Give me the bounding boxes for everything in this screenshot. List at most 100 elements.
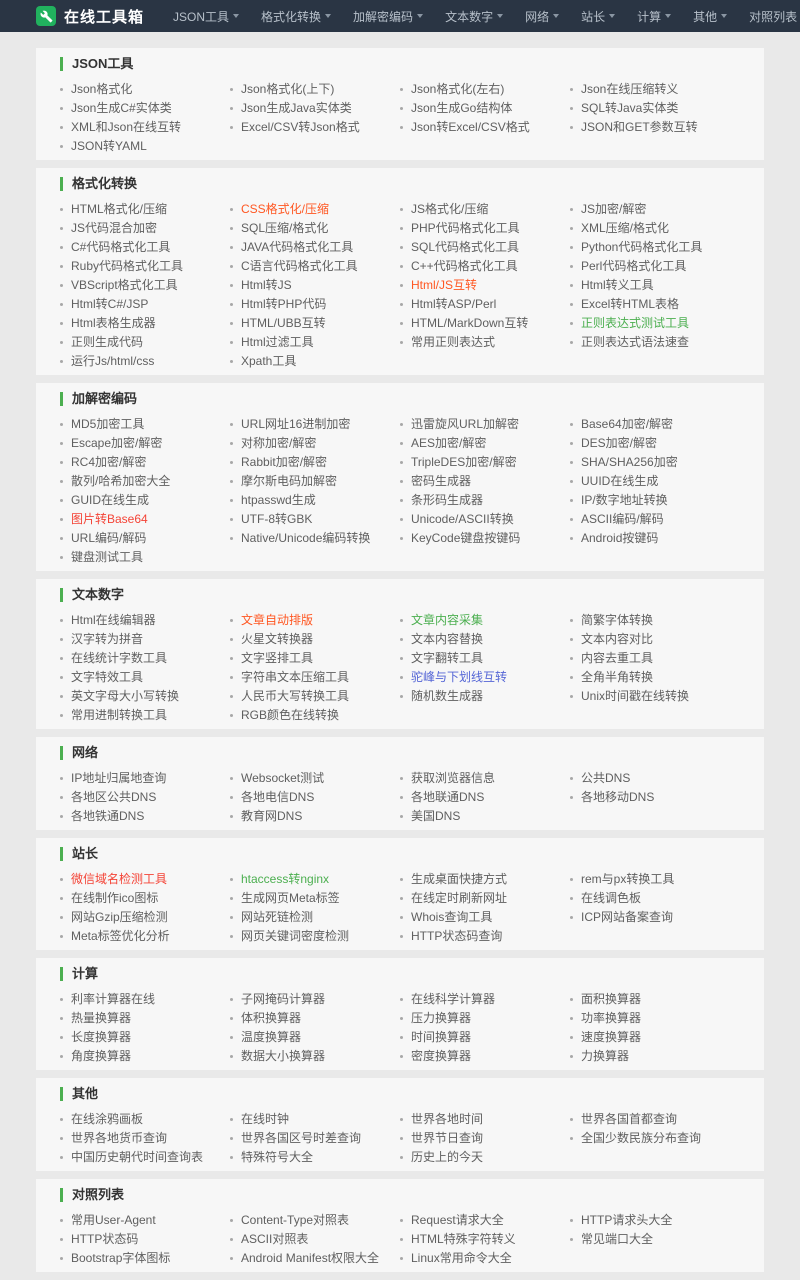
tool-link[interactable]: 正则表达式测试工具 (570, 314, 740, 333)
tool-link[interactable]: GUID在线生成 (60, 491, 230, 510)
tool-link[interactable]: Json转Excel/CSV格式 (400, 118, 570, 137)
tool-link[interactable]: Html过滤工具 (230, 333, 400, 352)
tool-link[interactable]: Json格式化 (60, 80, 230, 99)
tool-link[interactable]: 热量换算器 (60, 1009, 230, 1028)
tool-link[interactable]: Android Manifest权限大全 (230, 1249, 400, 1268)
tool-link[interactable]: 散列/哈希加密大全 (60, 472, 230, 491)
tool-link[interactable]: SQL压缩/格式化 (230, 219, 400, 238)
tool-link[interactable]: 在线定时刷新网址 (400, 889, 570, 908)
tool-link[interactable]: 常用进制转换工具 (60, 706, 230, 725)
tool-link[interactable]: Html转C#/JSP (60, 295, 230, 314)
tool-link[interactable]: 微信域名检测工具 (60, 870, 230, 889)
tool-link[interactable]: Json生成Go结构体 (400, 99, 570, 118)
tool-link[interactable]: 公共DNS (570, 769, 740, 788)
tool-link[interactable]: 各地联通DNS (400, 788, 570, 807)
tool-link[interactable]: 密度换算器 (400, 1047, 570, 1066)
tool-link[interactable]: 体积换算器 (230, 1009, 400, 1028)
tool-link[interactable]: 各地铁通DNS (60, 807, 230, 826)
nav-item-9[interactable]: 对照列表 (738, 0, 800, 32)
brand[interactable]: 在线工具箱 (36, 6, 144, 27)
tool-link[interactable]: htaccess转nginx (230, 870, 400, 889)
tool-link[interactable]: 世界各国区号时差查询 (230, 1129, 400, 1148)
tool-link[interactable]: 英文字母大小写转换 (60, 687, 230, 706)
tool-link[interactable]: Json格式化(左右) (400, 80, 570, 99)
tool-link[interactable]: IP/数字地址转换 (570, 491, 740, 510)
tool-link[interactable]: Unicode/ASCII转换 (400, 510, 570, 529)
tool-link[interactable]: 正则生成代码 (60, 333, 230, 352)
tool-link[interactable]: 简繁字体转换 (570, 611, 740, 630)
tool-link[interactable]: Perl代码格式化工具 (570, 257, 740, 276)
tool-link[interactable]: XML压缩/格式化 (570, 219, 740, 238)
tool-link[interactable]: 功率换算器 (570, 1009, 740, 1028)
tool-link[interactable]: 文字翻转工具 (400, 649, 570, 668)
tool-link[interactable]: KeyCode键盘按键码 (400, 529, 570, 548)
tool-link[interactable]: 各地区公共DNS (60, 788, 230, 807)
tool-link[interactable]: C#代码格式化工具 (60, 238, 230, 257)
tool-link[interactable]: 世界各地时间 (400, 1110, 570, 1129)
tool-link[interactable]: 正则表达式语法速查 (570, 333, 740, 352)
tool-link[interactable]: SHA/SHA256加密 (570, 453, 740, 472)
tool-link[interactable]: Html转PHP代码 (230, 295, 400, 314)
tool-link[interactable]: 压力换算器 (400, 1009, 570, 1028)
tool-link[interactable]: 在线涂鸦画板 (60, 1110, 230, 1129)
tool-link[interactable]: 温度换算器 (230, 1028, 400, 1047)
tool-link[interactable]: 速度换算器 (570, 1028, 740, 1047)
tool-link[interactable]: Html转ASP/Perl (400, 295, 570, 314)
tool-link[interactable]: Escape加密/解密 (60, 434, 230, 453)
tool-link[interactable]: 在线统计字数工具 (60, 649, 230, 668)
tool-link[interactable]: JS代码混合加密 (60, 219, 230, 238)
tool-link[interactable]: 火星文转换器 (230, 630, 400, 649)
tool-link[interactable]: SQL代码格式化工具 (400, 238, 570, 257)
tool-link[interactable]: 密码生成器 (400, 472, 570, 491)
tool-link[interactable]: JS格式化/压缩 (400, 200, 570, 219)
tool-link[interactable]: 生成桌面快捷方式 (400, 870, 570, 889)
tool-link[interactable]: DES加密/解密 (570, 434, 740, 453)
tool-link[interactable]: TripleDES加密/解密 (400, 453, 570, 472)
tool-link[interactable]: 生成网页Meta标签 (230, 889, 400, 908)
tool-link[interactable]: 时间换算器 (400, 1028, 570, 1047)
tool-link[interactable]: 面积换算器 (570, 990, 740, 1009)
nav-item-7[interactable]: 计算 (626, 0, 682, 32)
tool-link[interactable]: 汉字转为拼音 (60, 630, 230, 649)
tool-link[interactable]: 在线制作ico图标 (60, 889, 230, 908)
tool-link[interactable]: 文章自动排版 (230, 611, 400, 630)
tool-link[interactable]: rem与px转换工具 (570, 870, 740, 889)
tool-link[interactable]: RGB颜色在线转换 (230, 706, 400, 725)
tool-link[interactable]: Unix时间戳在线转换 (570, 687, 740, 706)
tool-link[interactable]: Html转义工具 (570, 276, 740, 295)
tool-link[interactable]: ASCII对照表 (230, 1230, 400, 1249)
tool-link[interactable]: 数据大小换算器 (230, 1047, 400, 1066)
tool-link[interactable]: 在线调色板 (570, 889, 740, 908)
tool-link[interactable]: 条形码生成器 (400, 491, 570, 510)
tool-link[interactable]: RC4加密/解密 (60, 453, 230, 472)
tool-link[interactable]: HTTP状态码 (60, 1230, 230, 1249)
tool-link[interactable]: SQL转Java实体类 (570, 99, 740, 118)
tool-link[interactable]: 子网掩码计算器 (230, 990, 400, 1009)
tool-link[interactable]: Html转JS (230, 276, 400, 295)
tool-link[interactable]: 世界节日查询 (400, 1129, 570, 1148)
tool-link[interactable]: 教育网DNS (230, 807, 400, 826)
tool-link[interactable]: 迅雷旋风URL加解密 (400, 415, 570, 434)
tool-link[interactable]: Json格式化(上下) (230, 80, 400, 99)
tool-link[interactable]: UUID在线生成 (570, 472, 740, 491)
tool-link[interactable]: Python代码格式化工具 (570, 238, 740, 257)
tool-link[interactable]: 字符串文本压缩工具 (230, 668, 400, 687)
tool-link[interactable]: JS加密/解密 (570, 200, 740, 219)
nav-item-6[interactable]: 站长 (570, 0, 626, 32)
tool-link[interactable]: Content-Type对照表 (230, 1211, 400, 1230)
tool-link[interactable]: JSON转YAML (60, 137, 230, 156)
tool-link[interactable]: Json在线压缩转义 (570, 80, 740, 99)
tool-link[interactable]: 全国少数民族分布查询 (570, 1129, 740, 1148)
tool-link[interactable]: 各地移动DNS (570, 788, 740, 807)
tool-link[interactable]: Rabbit加密/解密 (230, 453, 400, 472)
tool-link[interactable]: 在线时钟 (230, 1110, 400, 1129)
tool-link[interactable]: HTTP状态码查询 (400, 927, 570, 946)
tool-link[interactable]: Json生成C#实体类 (60, 99, 230, 118)
nav-item-3[interactable]: 加解密编码 (342, 0, 434, 32)
tool-link[interactable]: 常见端口大全 (570, 1230, 740, 1249)
tool-link[interactable]: 在线科学计算器 (400, 990, 570, 1009)
tool-link[interactable]: XML和Json在线互转 (60, 118, 230, 137)
tool-link[interactable]: 人民币大写转换工具 (230, 687, 400, 706)
tool-link[interactable]: HTTP请求头大全 (570, 1211, 740, 1230)
tool-link[interactable]: 美国DNS (400, 807, 570, 826)
